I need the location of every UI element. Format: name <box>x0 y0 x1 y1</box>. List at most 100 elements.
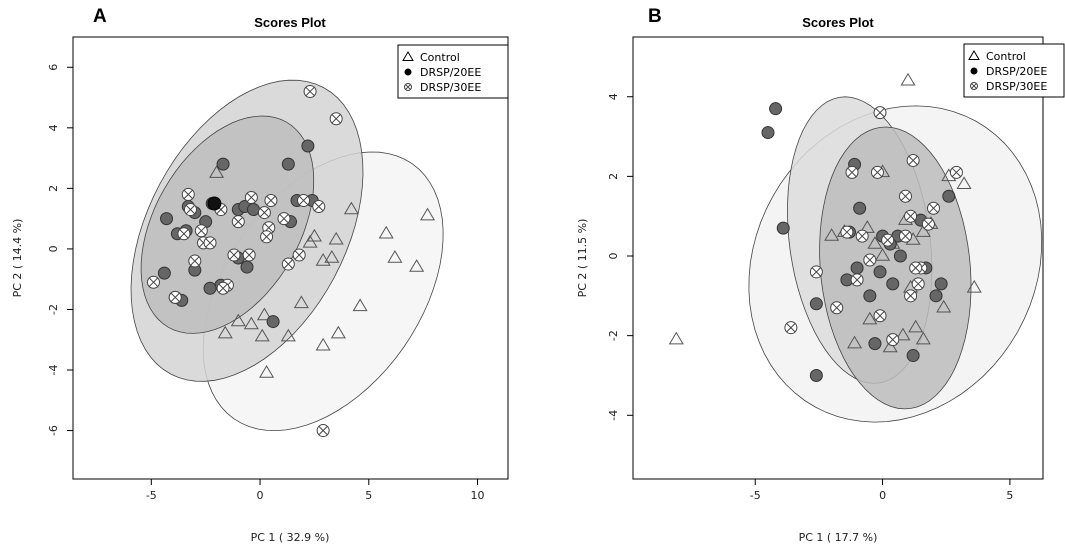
point-drsp-30ee <box>264 193 278 207</box>
point-control <box>936 299 952 313</box>
x-tick-label: 5 <box>1006 489 1013 502</box>
legend-symbol <box>404 68 412 76</box>
point-drsp-30ee <box>870 165 884 179</box>
point-drsp-20ee <box>850 261 864 275</box>
ellipse-drsp-30ee <box>819 126 972 410</box>
point-drsp-30ee <box>216 281 230 295</box>
point-drsp-30ee <box>168 290 182 304</box>
point-drsp-30ee <box>904 289 918 303</box>
point-drsp-30ee <box>181 187 195 201</box>
point-drsp-30ee <box>177 227 191 241</box>
legend-item-control: Control <box>968 50 1026 63</box>
y-tick-label: -2 <box>607 330 620 341</box>
point-drsp-20ee <box>216 157 230 171</box>
point-control <box>882 339 898 353</box>
point-control <box>315 253 331 266</box>
point-drsp-20ee <box>863 289 877 303</box>
point-layer <box>146 84 436 438</box>
legend-symbol <box>402 51 414 61</box>
point-control <box>824 228 840 241</box>
x-tick-label: 10 <box>471 489 485 502</box>
point-drsp-20ee <box>203 281 217 295</box>
point-drsp-30ee <box>855 229 869 243</box>
plot-title: Scores Plot <box>802 15 874 30</box>
point-drsp-30ee <box>303 84 317 98</box>
point-drsp-30ee <box>244 190 258 204</box>
point-control <box>217 325 233 339</box>
point-drsp-20ee <box>873 265 887 279</box>
point-control <box>862 311 878 325</box>
point-drsp-30ee <box>784 321 798 335</box>
point-drsp-20ee <box>160 212 174 226</box>
legend-item-drsp-30ee: DRSP/30EE <box>404 81 481 94</box>
legend-item-drsp-20ee: DRSP/20EE <box>404 66 481 79</box>
point-control <box>409 259 425 272</box>
point-control <box>230 313 246 327</box>
y-tick-label: 4 <box>47 124 60 131</box>
point-drsp-20ee <box>240 260 254 274</box>
y-tick-label: 0 <box>607 253 620 260</box>
point-drsp-20ee <box>886 277 900 291</box>
y-tick-label: 6 <box>47 64 60 71</box>
point-drsp-30ee <box>830 301 844 315</box>
ellipse-drsp-20ee <box>140 115 315 334</box>
point-drsp-30ee <box>203 236 217 250</box>
x-axis-label: PC 1 ( 32.9 %) <box>251 531 330 544</box>
panel-letter: A <box>93 6 107 27</box>
point-drsp-30ee <box>188 254 202 268</box>
point-control <box>254 328 270 342</box>
point-control <box>668 331 684 345</box>
legend-label: DRSP/20EE <box>420 66 481 79</box>
point-drsp-30ee <box>231 215 245 229</box>
point-control <box>900 72 916 86</box>
point-drsp-20ee <box>761 126 775 140</box>
point-drsp-30ee <box>911 277 925 291</box>
point-drsp-20ee <box>906 349 920 363</box>
legend: Control DRSP/20EE DRSP/30EE <box>397 44 509 99</box>
x-tick-label: -5 <box>146 489 157 502</box>
point-drsp-30ee <box>873 106 887 120</box>
point-drsp-30ee <box>329 112 343 126</box>
legend: Control DRSP/20EE DRSP/30EE <box>963 43 1065 98</box>
point-control <box>259 365 275 378</box>
point-drsp-30ee <box>316 424 330 438</box>
y-tick-label: -6 <box>47 425 60 436</box>
point-drsp-30ee <box>227 248 241 262</box>
y-axis-label: PC 2 ( 11.5 %) <box>576 219 589 298</box>
y-tick-label: 0 <box>47 245 60 252</box>
point-drsp-30ee <box>277 212 291 226</box>
point-drsp-20ee-highlight <box>207 196 222 211</box>
y-tick-label: -4 <box>47 365 60 376</box>
point-control <box>908 319 924 333</box>
point-drsp-30ee <box>886 333 900 347</box>
point-drsp-20ee <box>929 289 943 303</box>
legend-item-drsp-20ee: DRSP/20EE <box>970 65 1047 78</box>
point-drsp-30ee <box>873 309 887 323</box>
point-control <box>256 307 272 321</box>
legend-item-drsp-30ee: DRSP/30EE <box>970 80 1047 93</box>
x-tick-label: -5 <box>750 489 761 502</box>
panel-b: B Scores Plot -5 0 5 -4 -2 0 2 4 PC 1 ( 17.7 %… <box>576 6 1065 544</box>
point-control <box>209 165 225 178</box>
point-drsp-20ee <box>776 221 790 235</box>
y-axis-ticks: -6 -4 -2 0 2 4 6 <box>47 64 73 436</box>
point-control <box>966 279 982 293</box>
plot-title: Scores Plot <box>254 15 326 30</box>
point-drsp-30ee <box>898 229 912 243</box>
panel-letter: B <box>648 6 662 27</box>
legend-label: Control <box>420 51 460 64</box>
point-control <box>324 250 340 263</box>
plot-frame <box>72 36 509 480</box>
legend-box <box>963 43 1065 98</box>
point-drsp-30ee <box>809 265 823 279</box>
panel-a: A Scores Plot -5 0 5 10 -6 -4 -2 0 2 4 6 PC 1 ( 3… <box>11 6 509 544</box>
point-drsp-30ee <box>312 200 326 214</box>
point-drsp-20ee <box>301 139 315 153</box>
point-drsp-30ee <box>881 233 895 247</box>
point-drsp-20ee <box>809 297 823 311</box>
point-control <box>293 295 309 309</box>
ellipse-layer <box>748 96 1043 423</box>
legend-label: Control <box>986 50 1026 63</box>
y-axis-ticks: -4 -2 0 2 4 <box>607 93 633 421</box>
point-drsp-20ee <box>769 102 783 116</box>
